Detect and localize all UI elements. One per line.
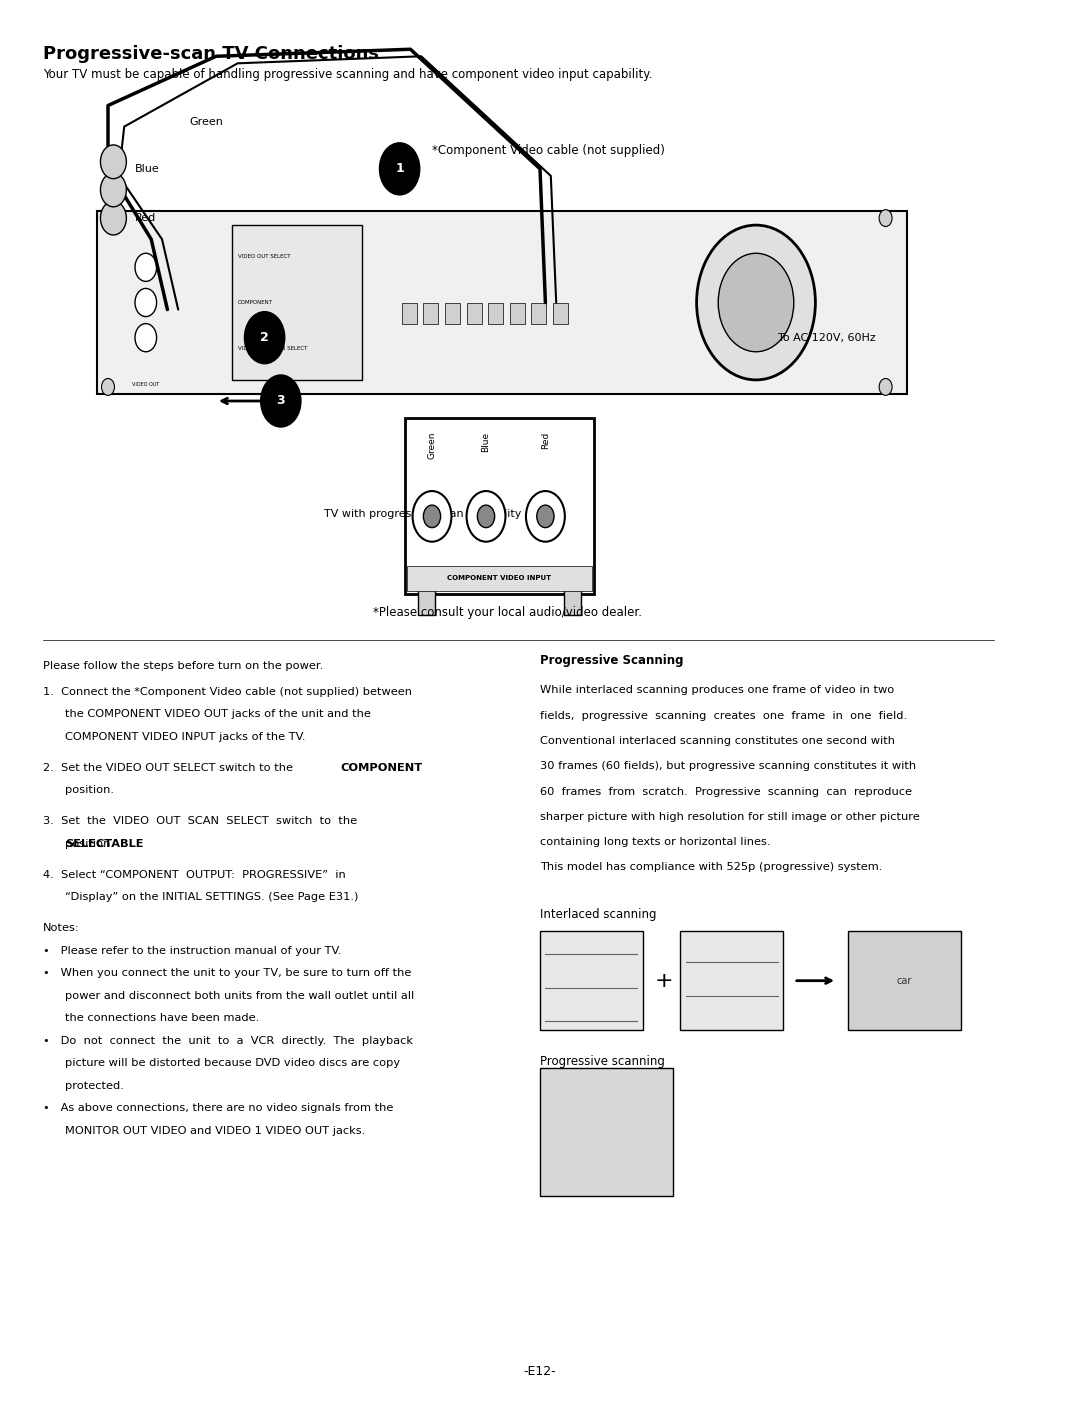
Bar	[531, 303, 546, 324]
Text: COMPONENT: COMPONENT	[238, 300, 272, 305]
Circle shape	[135, 288, 157, 317]
Text: MONITOR OUT VIDEO and VIDEO 1 VIDEO OUT jacks.: MONITOR OUT VIDEO and VIDEO 1 VIDEO OUT …	[65, 1126, 365, 1135]
Bar	[488, 303, 503, 324]
Text: sharper picture with high resolution for still image or other picture: sharper picture with high resolution for…	[540, 812, 920, 822]
Bar	[510, 303, 525, 324]
Text: Blue: Blue	[135, 163, 160, 174]
Text: COMPONENT VIDEO INPUT: COMPONENT VIDEO INPUT	[447, 575, 552, 581]
Text: •   When you connect the unit to your TV, be sure to turn off the: • When you connect the unit to your TV, …	[43, 968, 411, 978]
Bar	[402, 303, 417, 324]
Circle shape	[100, 201, 126, 235]
Bar	[564, 590, 581, 615]
Text: Green: Green	[189, 117, 222, 128]
Text: fields,  progressive  scanning  creates  one  frame  in  one  field.: fields, progressive scanning creates one…	[540, 711, 907, 720]
Circle shape	[245, 312, 284, 363]
Circle shape	[380, 144, 419, 194]
Text: •   Please refer to the instruction manual of your TV.: • Please refer to the instruction manual…	[43, 946, 341, 955]
Circle shape	[477, 505, 495, 528]
Text: “Display” on the INITIAL SETTINGS. (See Page E31.): “Display” on the INITIAL SETTINGS. (See …	[65, 892, 359, 902]
Text: the connections have been made.: the connections have been made.	[65, 1013, 259, 1023]
Text: •   Do  not  connect  the  unit  to  a  VCR  directly.  The  playback: • Do not connect the unit to a VCR direc…	[43, 1036, 414, 1045]
Text: •   As above connections, there are no video signals from the: • As above connections, there are no vid…	[43, 1103, 393, 1113]
Text: 1.  Connect the *Component Video cable (not supplied) between: 1. Connect the *Component Video cable (n…	[43, 687, 413, 696]
Text: Red: Red	[541, 432, 550, 449]
Text: 1: 1	[395, 162, 404, 176]
Text: VIDEO OUT SELECT: VIDEO OUT SELECT	[238, 255, 291, 259]
Circle shape	[537, 505, 554, 528]
Text: 2: 2	[260, 331, 269, 345]
Text: the COMPONENT VIDEO OUT jacks of the unit and the: the COMPONENT VIDEO OUT jacks of the uni…	[65, 709, 370, 719]
Text: Interlaced scanning: Interlaced scanning	[540, 908, 657, 920]
Bar	[232, 225, 362, 380]
Text: Please follow the steps before turn on the power.: Please follow the steps before turn on t…	[43, 661, 323, 671]
Circle shape	[100, 145, 126, 179]
Circle shape	[261, 376, 300, 426]
Text: *Component Video cable (not supplied): *Component Video cable (not supplied)	[432, 144, 665, 158]
Text: 3.  Set  the  VIDEO  OUT  SCAN  SELECT  switch  to  the: 3. Set the VIDEO OUT SCAN SELECT switch …	[43, 816, 357, 826]
Text: containing long texts or horizontal lines.: containing long texts or horizontal line…	[540, 837, 770, 847]
Text: VIDEO OUT SCAN SELECT: VIDEO OUT SCAN SELECT	[238, 346, 307, 350]
Circle shape	[135, 324, 157, 352]
Circle shape	[100, 173, 126, 207]
Text: COMPONENT VIDEO INPUT jacks of the TV.: COMPONENT VIDEO INPUT jacks of the TV.	[65, 732, 306, 741]
Text: 3: 3	[276, 394, 285, 408]
Text: Your TV must be capable of handling progressive scanning and have component vide: Your TV must be capable of handling prog…	[43, 68, 652, 80]
Text: Progressive Scanning: Progressive Scanning	[540, 654, 684, 667]
Bar	[553, 303, 568, 324]
Text: CR/PR: CR/PR	[535, 570, 556, 575]
Text: 30 frames (60 fields), but progressive scanning constitutes it with: 30 frames (60 fields), but progressive s…	[540, 761, 916, 771]
FancyBboxPatch shape	[540, 931, 643, 1030]
Text: position.: position.	[65, 785, 113, 795]
Text: Red: Red	[135, 212, 157, 224]
Text: Notes:: Notes:	[43, 923, 80, 933]
Circle shape	[135, 253, 157, 281]
Text: -E12-: -E12-	[524, 1365, 556, 1379]
Bar	[445, 303, 460, 324]
Text: TV with progressive-scan capability: TV with progressive-scan capability	[324, 508, 522, 519]
FancyBboxPatch shape	[97, 211, 907, 394]
Text: This model has compliance with 525p (progressive) system.: This model has compliance with 525p (pro…	[540, 862, 882, 872]
Text: ENGLISH: ENGLISH	[1032, 440, 1047, 516]
Bar	[407, 566, 592, 591]
Text: CB/PB: CB/PB	[475, 570, 497, 575]
Text: Blue: Blue	[482, 432, 490, 452]
Circle shape	[102, 378, 114, 395]
Text: SELECTABLE: SELECTABLE	[65, 839, 144, 848]
Text: 2.  Set the VIDEO OUT SELECT switch to the: 2. Set the VIDEO OUT SELECT switch to th…	[43, 763, 297, 772]
Text: position.: position.	[65, 839, 113, 848]
FancyBboxPatch shape	[405, 418, 594, 594]
Text: power and disconnect both units from the wall outlet until all: power and disconnect both units from the…	[65, 991, 414, 1000]
Text: 60  frames  from  scratch.  Progressive  scanning  can  reproduce: 60 frames from scratch. Progressive scan…	[540, 787, 912, 796]
Bar	[418, 590, 435, 615]
FancyBboxPatch shape	[848, 931, 961, 1030]
Circle shape	[467, 491, 505, 542]
Circle shape	[423, 505, 441, 528]
Text: VIDEO OUT: VIDEO OUT	[132, 381, 160, 387]
Bar	[467, 303, 482, 324]
Text: car: car	[896, 975, 912, 986]
Text: Y: Y	[430, 570, 434, 575]
Circle shape	[879, 210, 892, 227]
Text: *Please consult your local audio/video dealer.: *Please consult your local audio/video d…	[373, 605, 643, 619]
Text: To AC 120V, 60Hz: To AC 120V, 60Hz	[778, 332, 876, 343]
Bar	[423, 303, 438, 324]
Circle shape	[879, 378, 892, 395]
Text: picture will be distorted because DVD video discs are copy: picture will be distorted because DVD vi…	[65, 1058, 400, 1068]
Text: Conventional interlaced scanning constitutes one second with: Conventional interlaced scanning constit…	[540, 736, 895, 746]
Circle shape	[413, 491, 451, 542]
Text: 4.  Select “COMPONENT  OUTPUT:  PROGRESSIVE”  in: 4. Select “COMPONENT OUTPUT: PROGRESSIVE…	[43, 870, 346, 879]
Circle shape	[102, 210, 114, 227]
Text: Progressive scanning: Progressive scanning	[540, 1055, 665, 1068]
Text: +: +	[654, 971, 674, 991]
Text: protected.: protected.	[65, 1081, 124, 1090]
FancyBboxPatch shape	[680, 931, 783, 1030]
Circle shape	[718, 253, 794, 352]
Circle shape	[697, 225, 815, 380]
Text: While interlaced scanning produces one frame of video in two: While interlaced scanning produces one f…	[540, 685, 894, 695]
Text: Progressive-scan TV Connections: Progressive-scan TV Connections	[43, 45, 379, 63]
Circle shape	[526, 491, 565, 542]
Text: COMPONENT: COMPONENT	[340, 763, 422, 772]
Text: Green: Green	[428, 432, 436, 460]
FancyBboxPatch shape	[540, 1068, 674, 1196]
